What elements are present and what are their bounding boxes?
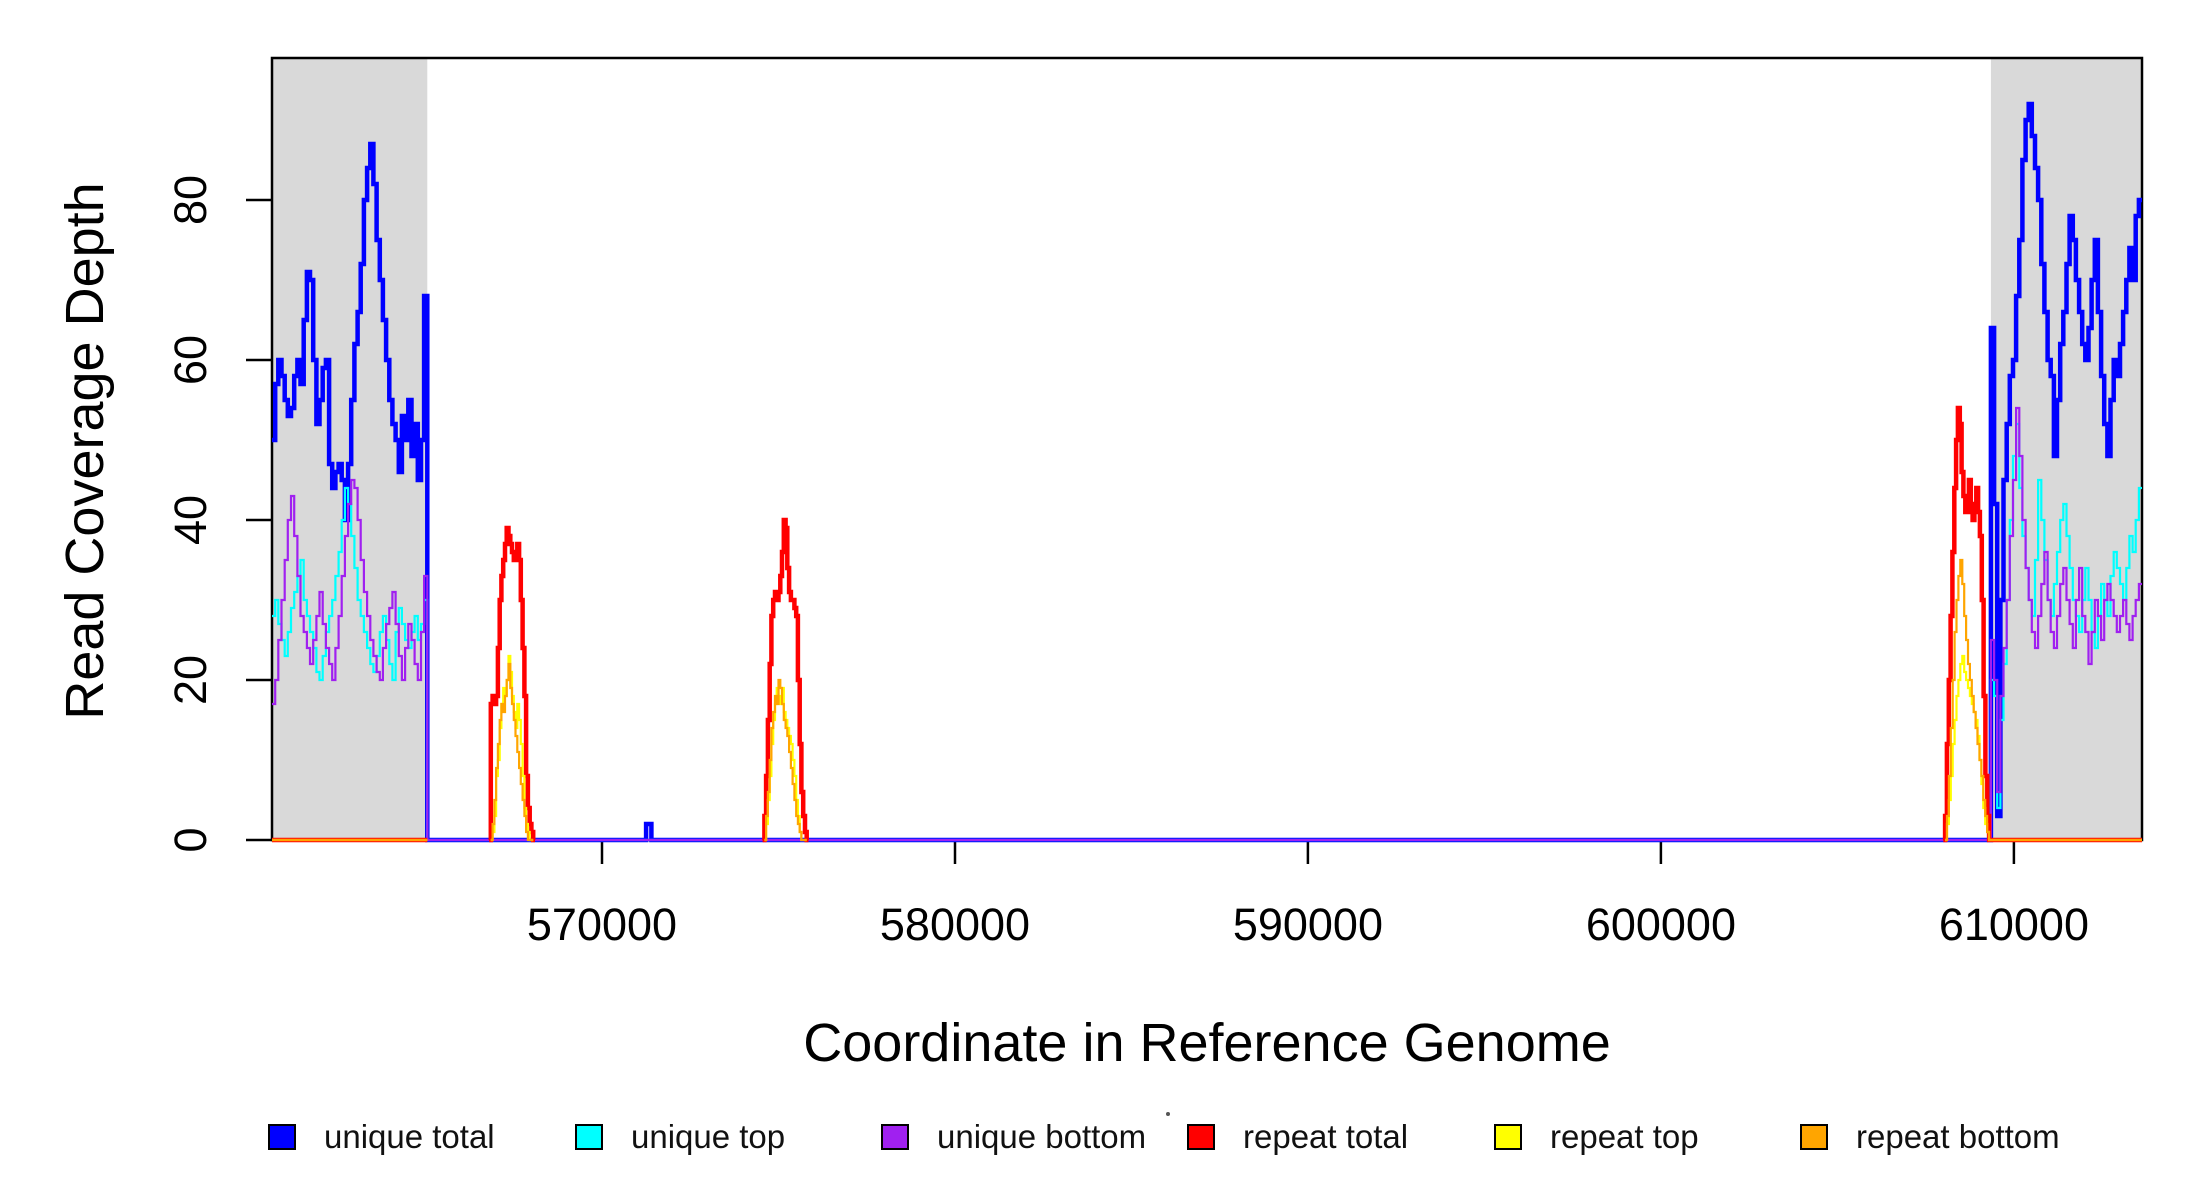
stray-dot-artifact xyxy=(1166,1112,1170,1116)
plot-frame xyxy=(270,56,2144,842)
legend-swatch-repeat-top xyxy=(1494,1124,1522,1150)
legend-swatch-repeat-total xyxy=(1187,1124,1215,1150)
y-tick-label: 60 xyxy=(165,335,216,385)
legend-label: unique top xyxy=(631,1118,786,1155)
legend-swatch-unique-top xyxy=(575,1124,603,1150)
legend-item-unique-total: unique total xyxy=(268,1118,495,1156)
y-axis-title: Read Coverage Depth xyxy=(55,182,115,720)
x-tick-label: 580000 xyxy=(880,899,1030,950)
highlight-band xyxy=(1990,58,2142,840)
legend-swatch-unique-bottom xyxy=(881,1124,909,1150)
series-line-unique-top xyxy=(272,422,2142,842)
legend-label: unique total xyxy=(324,1118,495,1155)
legend-label: repeat bottom xyxy=(1856,1118,2060,1155)
legend-item-unique-bottom: unique bottom xyxy=(881,1118,1146,1156)
legend-item-repeat-bottom: repeat bottom xyxy=(1800,1118,2060,1156)
legend-swatch-unique-total xyxy=(268,1124,296,1150)
x-axis-title: Coordinate in Reference Genome xyxy=(803,1013,1611,1073)
y-tick-label: 40 xyxy=(165,495,216,545)
legend-swatch-repeat-bottom xyxy=(1800,1124,1828,1150)
y-tick-label: 20 xyxy=(165,655,216,705)
x-tick-label: 570000 xyxy=(527,899,677,950)
x-tick-label: 600000 xyxy=(1586,899,1736,950)
y-tick-label: 0 xyxy=(165,827,216,852)
series-line-repeat-total xyxy=(272,405,2142,843)
legend-item-unique-top: unique top xyxy=(575,1118,785,1156)
x-tick-label: 590000 xyxy=(1233,899,1383,950)
series-line-repeat-bottom xyxy=(272,558,2142,842)
legend-label: repeat total xyxy=(1243,1118,1409,1155)
series-line-repeat-top xyxy=(272,654,2142,842)
series-line-unique-total xyxy=(272,101,2142,843)
legend-item-repeat-total: repeat total xyxy=(1187,1118,1408,1156)
legend-label: repeat top xyxy=(1550,1118,1699,1155)
x-tick-label: 610000 xyxy=(1939,899,2089,950)
y-tick-label: 80 xyxy=(165,175,216,225)
series-line-unique-bottom xyxy=(272,406,2142,842)
legend-item-repeat-top: repeat top xyxy=(1494,1118,1699,1156)
legend-label: unique bottom xyxy=(937,1118,1147,1155)
